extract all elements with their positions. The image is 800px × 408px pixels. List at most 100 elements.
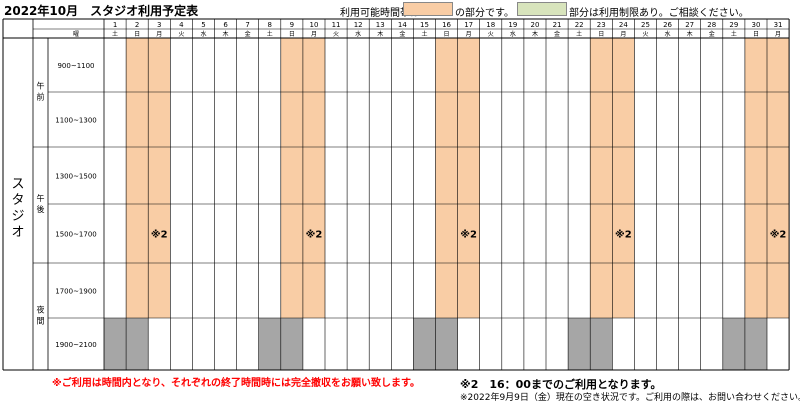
- day-number: 18: [486, 21, 495, 29]
- day-number: 2: [135, 21, 139, 29]
- weekday-label: 月: [620, 31, 626, 38]
- status-note: ※2022年9月9日（金）現在の空き状況です。ご利用の際は、お問い合わせください…: [460, 393, 800, 403]
- room-label-char: タ: [11, 193, 24, 208]
- day-number: 23: [597, 21, 606, 29]
- weekday-label: 金: [399, 30, 405, 38]
- available-cell: [126, 38, 149, 318]
- note-mark: ※2: [460, 229, 477, 241]
- weekday-label: 水: [355, 30, 361, 38]
- available-cell: [148, 38, 171, 318]
- day-number: 14: [398, 21, 407, 29]
- period-label-char: 夜: [37, 305, 45, 315]
- time-slot-label: 1300~1500: [55, 173, 97, 181]
- day-number: 6: [223, 21, 228, 29]
- restricted-cell: [744, 318, 767, 370]
- day-number: 4: [179, 21, 184, 29]
- restricted-cell: [126, 318, 149, 370]
- note-2: ※2 16：00までのご利用となります。: [460, 378, 662, 391]
- weekday-label: 水: [510, 30, 516, 38]
- weekday-label: 土: [576, 30, 582, 38]
- weekday-label: 日: [444, 31, 450, 38]
- day-number: 12: [354, 21, 363, 29]
- weekday-header-label: 曜: [73, 31, 79, 38]
- weekday-label: 土: [731, 30, 737, 38]
- weekday-label: 土: [267, 30, 273, 38]
- note-mark: ※2: [770, 229, 787, 241]
- restricted-cell: [280, 318, 303, 370]
- day-number: 9: [290, 21, 294, 29]
- day-number: 25: [641, 21, 650, 29]
- weekday-label: 土: [421, 30, 427, 38]
- available-cell: [302, 38, 325, 318]
- weekday-label: 土: [112, 30, 118, 38]
- red-note: ※ご利用は時間内となり、それぞれの終了時間時には完全撤収をお願い致します。: [52, 378, 421, 389]
- weekday-label: 火: [642, 31, 648, 38]
- restricted-cell: [568, 318, 591, 370]
- time-slot-label: 1700~1900: [55, 288, 97, 296]
- available-cell: [767, 38, 790, 318]
- day-number: 7: [245, 21, 249, 29]
- weekday-label: 日: [598, 31, 604, 38]
- weekday-label: 月: [775, 31, 781, 38]
- weekday-label: 木: [377, 30, 383, 38]
- restricted-cell: [104, 318, 127, 370]
- period-label-char: 午: [37, 81, 45, 91]
- weekday-label: 木: [223, 30, 229, 38]
- weekday-label: 日: [753, 31, 759, 38]
- note-mark: ※2: [151, 229, 168, 241]
- day-number: 5: [201, 21, 205, 29]
- period-label-char: 間: [37, 317, 45, 326]
- room-label-char: ジ: [11, 209, 24, 224]
- restricted-cell: [413, 318, 436, 370]
- day-number: 22: [575, 21, 584, 29]
- day-number: 20: [530, 21, 539, 29]
- period-label-char: 後: [37, 204, 45, 214]
- weekday-label: 月: [311, 31, 317, 38]
- day-number: 30: [751, 21, 760, 29]
- weekday-label: 月: [466, 31, 472, 38]
- day-number: 28: [707, 21, 716, 29]
- weekday-label: 金: [554, 30, 560, 38]
- weekday-label: 火: [333, 31, 339, 38]
- day-number: 10: [309, 21, 318, 29]
- day-number: 29: [729, 21, 738, 29]
- legend-available-text: の部分です。: [455, 8, 514, 19]
- available-cell: [744, 38, 767, 318]
- weekday-label: 木: [687, 30, 693, 38]
- day-number: 31: [774, 21, 783, 29]
- day-number: 19: [508, 21, 517, 29]
- period-label-char: 前: [37, 92, 45, 102]
- room-label-char: オ: [11, 225, 24, 240]
- day-number: 3: [157, 21, 161, 29]
- period-label-char: 午: [37, 193, 45, 203]
- weekday-label: 木: [532, 30, 538, 38]
- day-number: 15: [420, 21, 429, 29]
- day-number: 24: [619, 21, 628, 29]
- day-number: 17: [464, 21, 473, 29]
- legend-restricted-swatch: [517, 2, 567, 16]
- available-cell: [280, 38, 303, 318]
- day-number: 8: [268, 21, 272, 29]
- day-number: 1: [113, 21, 117, 29]
- weekday-label: 火: [488, 31, 494, 38]
- weekday-label: 日: [134, 31, 140, 38]
- available-cell: [435, 38, 458, 318]
- weekday-label: 金: [245, 30, 251, 38]
- restricted-cell: [722, 318, 745, 370]
- day-number: 11: [332, 21, 341, 29]
- available-cell: [457, 38, 480, 318]
- day-number: 13: [376, 21, 385, 29]
- available-cell: [612, 38, 635, 318]
- weekday-label: 水: [200, 30, 206, 38]
- note-mark: ※2: [306, 229, 323, 241]
- weekday-label: 火: [178, 31, 184, 38]
- legend-available-swatch: [403, 2, 453, 16]
- time-slot-label: 1500~1700: [55, 231, 97, 239]
- weekday-label: 水: [665, 30, 671, 38]
- legend-label: 利用可能時間帯は: [340, 8, 420, 19]
- day-number: 27: [685, 21, 694, 29]
- room-label-char: ス: [11, 177, 24, 192]
- time-slot-label: 1100~1300: [55, 117, 97, 125]
- page-title: 2022年10月 スタジオ利用予定表: [4, 4, 199, 18]
